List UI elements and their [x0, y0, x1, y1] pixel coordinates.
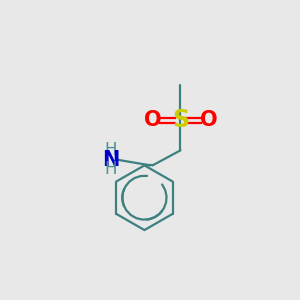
Text: N: N — [102, 150, 119, 169]
Text: O: O — [144, 110, 161, 130]
Text: S: S — [172, 108, 189, 132]
Text: H: H — [104, 160, 117, 178]
Text: O: O — [200, 110, 217, 130]
Text: H: H — [104, 141, 117, 159]
